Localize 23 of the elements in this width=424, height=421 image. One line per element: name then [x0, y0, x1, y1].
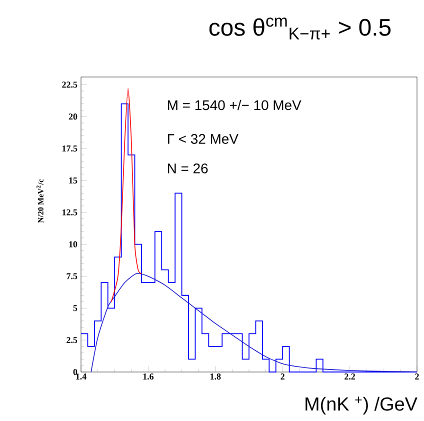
- x-tick-label: 2: [415, 374, 419, 380]
- y-tick-label: 22.5: [62, 82, 78, 88]
- y-tick-label: 17.5: [62, 145, 78, 152]
- y-tick-label: 7.5: [66, 273, 78, 280]
- x-tick-label: 1.8: [210, 374, 221, 380]
- y-tick-label: 0: [73, 368, 78, 376]
- annotation: M = 1540 +/− 10 MeV: [168, 100, 302, 110]
- y-tick-label: 5: [73, 305, 78, 312]
- x-tick-label: 2.2: [344, 374, 356, 380]
- y-tick-label: 10: [69, 241, 78, 248]
- annotation: N = 26: [168, 164, 208, 174]
- line-series: [110, 88, 142, 302]
- y-tick-label: 2.5: [66, 337, 78, 344]
- y-tick-label: 12.5: [62, 209, 78, 216]
- x-tick-label: 1.6: [143, 374, 154, 380]
- chart-title: cos θ$^{cm}$$_{K−π+}$ > 0.5: [209, 18, 391, 40]
- annotation: Γ < 32 MeV: [168, 134, 238, 144]
- x-tick-label: 1.4: [76, 374, 86, 380]
- y-tick-label: 20: [68, 114, 78, 120]
- x-tick-label: 2: [280, 374, 284, 380]
- y-tick-label: 15: [69, 177, 78, 184]
- x-axis-title: M(nK $^{+}$) /GeV: [306, 396, 418, 414]
- line-series: [90, 273, 418, 372]
